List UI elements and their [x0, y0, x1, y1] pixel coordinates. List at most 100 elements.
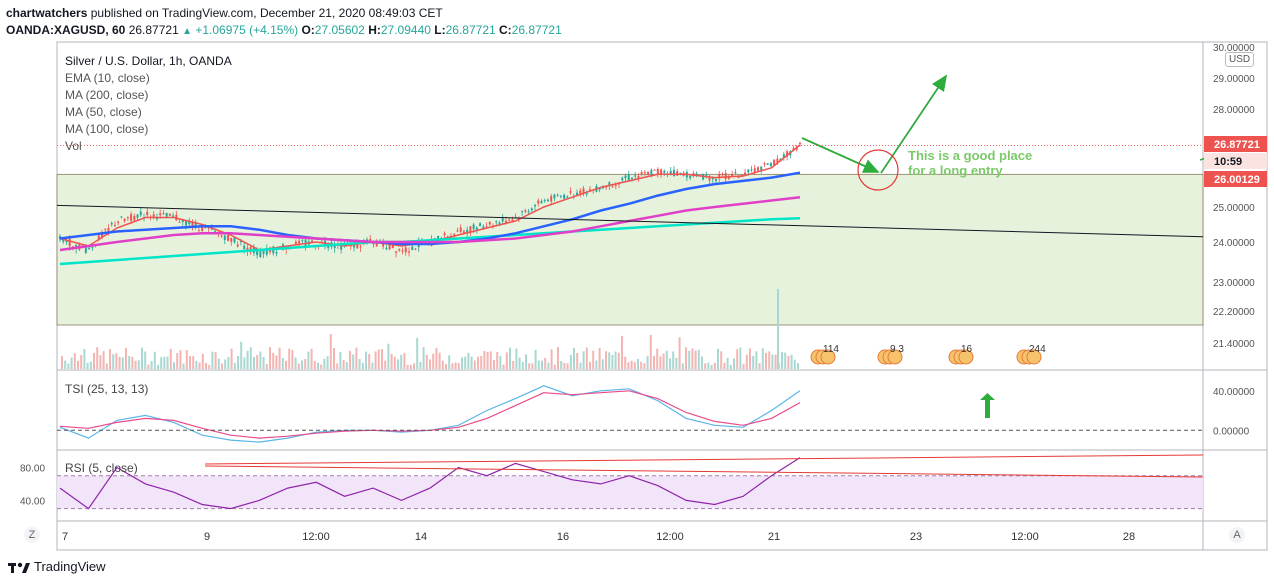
- candle-body: [676, 171, 679, 176]
- candle-body: [401, 250, 404, 252]
- candle-body: [479, 223, 482, 227]
- candle-body: [537, 200, 540, 204]
- volume-bar: [569, 354, 572, 369]
- volume-bar: [361, 362, 364, 369]
- candle-body: [97, 235, 100, 240]
- candle-body: [130, 214, 133, 221]
- symbol-label[interactable]: OANDA:XAGUSD, 60: [6, 23, 126, 37]
- candle-body: [84, 246, 87, 253]
- volume-bar: [141, 347, 143, 369]
- tsi-tick-label: 40.00000: [1213, 387, 1255, 398]
- candle-body: [543, 200, 546, 202]
- candle-body: [608, 182, 611, 187]
- candle-body: [204, 227, 207, 229]
- volume-bar: [214, 352, 217, 369]
- volume-bar: [665, 350, 668, 369]
- candle-body: [239, 241, 242, 243]
- volume-bar: [633, 361, 636, 369]
- legend-ma200[interactable]: MA (200, close): [65, 88, 149, 102]
- volume-bar: [409, 364, 412, 369]
- volume-bar: [509, 347, 511, 369]
- candle-body: [469, 226, 472, 232]
- brand-footer[interactable]: TradingView: [8, 559, 106, 574]
- candle-body: [456, 230, 459, 232]
- volume-bar: [515, 348, 518, 369]
- currency-label[interactable]: USD: [1225, 52, 1255, 67]
- candle-body: [737, 176, 740, 178]
- volume-bar: [310, 348, 313, 369]
- volume-bar: [621, 335, 623, 369]
- volume-bar: [470, 356, 473, 369]
- volume-bar: [733, 358, 735, 369]
- volume-bar: [726, 357, 729, 369]
- volume-bar: [70, 357, 73, 369]
- tsi-label[interactable]: TSI (25, 13, 13): [65, 382, 149, 396]
- auto-scale-button[interactable]: A: [1229, 527, 1245, 543]
- volume-bar: [157, 364, 159, 369]
- candle-body: [443, 233, 446, 236]
- rsi-label[interactable]: RSI (5, close): [65, 461, 138, 475]
- volume-bar: [137, 360, 140, 369]
- annotation-line2: for a long entry: [908, 163, 1003, 178]
- volume-bar: [313, 360, 316, 369]
- volume-bar: [669, 358, 671, 369]
- price-tick-label: 21.40000: [1213, 339, 1255, 350]
- candle-body: [333, 244, 336, 249]
- volume-bar: [329, 334, 332, 369]
- volume-bar: [512, 360, 515, 369]
- volume-bar: [617, 352, 620, 369]
- candle-body: [534, 205, 537, 207]
- volume-bar: [435, 347, 438, 369]
- candle-body: [220, 235, 223, 237]
- volume-bar: [425, 354, 428, 369]
- candle-body: [559, 195, 562, 197]
- candle-body: [627, 174, 630, 181]
- volume-bar: [397, 359, 399, 369]
- candle-body: [356, 242, 359, 249]
- legend-ma50[interactable]: MA (50, close): [65, 105, 142, 119]
- volume-bar: [627, 362, 630, 369]
- price-tick-label: 30.00000: [1213, 43, 1255, 54]
- series-ma-200-close-: [59, 216, 801, 266]
- candle-body: [123, 218, 126, 222]
- legend-vol[interactable]: Vol: [65, 139, 82, 153]
- close-value: 26.87721: [511, 23, 562, 37]
- volume-bar: [230, 348, 233, 369]
- candle-body: [786, 151, 789, 157]
- legend-ema10[interactable]: EMA (10, close): [65, 71, 150, 85]
- volume-bar: [336, 363, 339, 369]
- time-tick-label: 12:00: [302, 531, 330, 543]
- volume-bar: [579, 362, 582, 369]
- volume-bar: [688, 350, 691, 369]
- volume-bar: [595, 360, 598, 369]
- volume-bar: [480, 356, 483, 369]
- volume-bar: [173, 362, 175, 369]
- candle-body: [162, 213, 165, 215]
- candle-body: [498, 222, 501, 225]
- chart-title[interactable]: Silver / U.S. Dollar, 1h, OANDA: [65, 54, 232, 68]
- support-zone: [56, 173, 1204, 326]
- volume-bar: [771, 354, 774, 369]
- volume-bar: [144, 351, 147, 369]
- author-name[interactable]: chartwatchers: [6, 6, 88, 20]
- zoom-button[interactable]: Z: [24, 527, 40, 543]
- candle-body: [236, 244, 239, 247]
- candle-body: [391, 244, 394, 249]
- candle-body: [275, 252, 278, 254]
- volume-bar: [630, 360, 633, 369]
- candle-body: [265, 248, 268, 255]
- tsi-arrow-shaft: [985, 398, 990, 418]
- candle-body: [566, 196, 569, 198]
- price-tick-label: 23.00000: [1213, 278, 1255, 289]
- candle-body: [165, 212, 168, 217]
- legend-ma100[interactable]: MA (100, close): [65, 122, 149, 136]
- volume-bar: [374, 351, 377, 369]
- rsi-band: [57, 475, 1203, 509]
- price-tick-label: 24.00000: [1213, 238, 1255, 249]
- volume-bar: [525, 354, 527, 369]
- candle-body: [660, 169, 663, 175]
- candle-body: [462, 231, 465, 234]
- volume-bar: [96, 347, 99, 369]
- volume-bar: [707, 362, 710, 369]
